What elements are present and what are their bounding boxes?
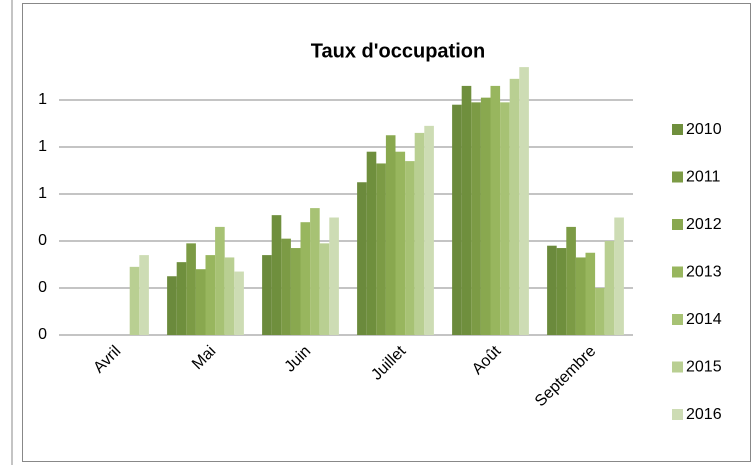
bar xyxy=(556,248,567,335)
y-tick-label: 1 xyxy=(38,91,47,108)
legend-swatch xyxy=(672,361,683,373)
bar xyxy=(376,163,386,335)
bar xyxy=(234,271,244,335)
bar xyxy=(509,78,520,335)
bar xyxy=(139,255,149,335)
bar xyxy=(366,151,377,335)
bar xyxy=(319,243,330,335)
bar xyxy=(405,161,415,335)
bar xyxy=(595,288,605,335)
bar xyxy=(129,266,140,335)
bar xyxy=(575,257,586,335)
bar xyxy=(471,102,481,335)
bar xyxy=(585,252,596,335)
bar xyxy=(224,257,235,335)
bar xyxy=(281,238,291,335)
bar xyxy=(176,262,187,335)
legend-swatch xyxy=(672,171,683,183)
y-tick-label: 0 xyxy=(38,326,47,343)
legend-label: 2015 xyxy=(686,359,722,376)
bar xyxy=(395,151,406,335)
bar xyxy=(262,255,272,335)
bar xyxy=(215,226,225,335)
legend-swatch xyxy=(672,266,683,278)
bar xyxy=(461,85,472,336)
y-tick-label: 1 xyxy=(38,138,47,155)
bar xyxy=(604,241,615,335)
legend-label: 2011 xyxy=(686,169,721,186)
bar xyxy=(414,132,425,335)
bar xyxy=(424,125,434,335)
chart-title: Taux d'occupation xyxy=(311,40,485,62)
bar xyxy=(329,217,339,335)
bar xyxy=(186,243,196,335)
legend-label: 2016 xyxy=(686,406,722,423)
y-tick-label: 0 xyxy=(38,232,47,249)
bar xyxy=(500,102,510,335)
legend-label: 2014 xyxy=(686,311,722,328)
legend-swatch xyxy=(672,409,683,420)
bar xyxy=(290,248,301,335)
bar xyxy=(547,245,557,335)
legend-swatch xyxy=(672,219,683,230)
y-tick-label: 0 xyxy=(38,279,47,296)
legend-swatch xyxy=(672,314,683,325)
bar xyxy=(271,215,282,335)
bar xyxy=(452,104,462,335)
bar xyxy=(566,226,576,335)
y-tick-label: 1 xyxy=(38,185,47,202)
bar xyxy=(357,182,367,335)
legend-swatch xyxy=(672,124,683,135)
legend-label: 2012 xyxy=(686,216,722,233)
bar xyxy=(614,217,624,335)
legend-label: 2010 xyxy=(686,121,722,138)
bar xyxy=(490,85,501,336)
bar xyxy=(519,67,529,335)
bar xyxy=(480,97,491,336)
bar xyxy=(195,269,206,335)
bar xyxy=(385,135,396,335)
bar xyxy=(300,222,311,335)
legend-label: 2013 xyxy=(686,264,722,281)
chart-border xyxy=(22,3,751,462)
bar xyxy=(310,208,320,335)
bar xyxy=(205,255,216,335)
bar xyxy=(167,276,177,335)
